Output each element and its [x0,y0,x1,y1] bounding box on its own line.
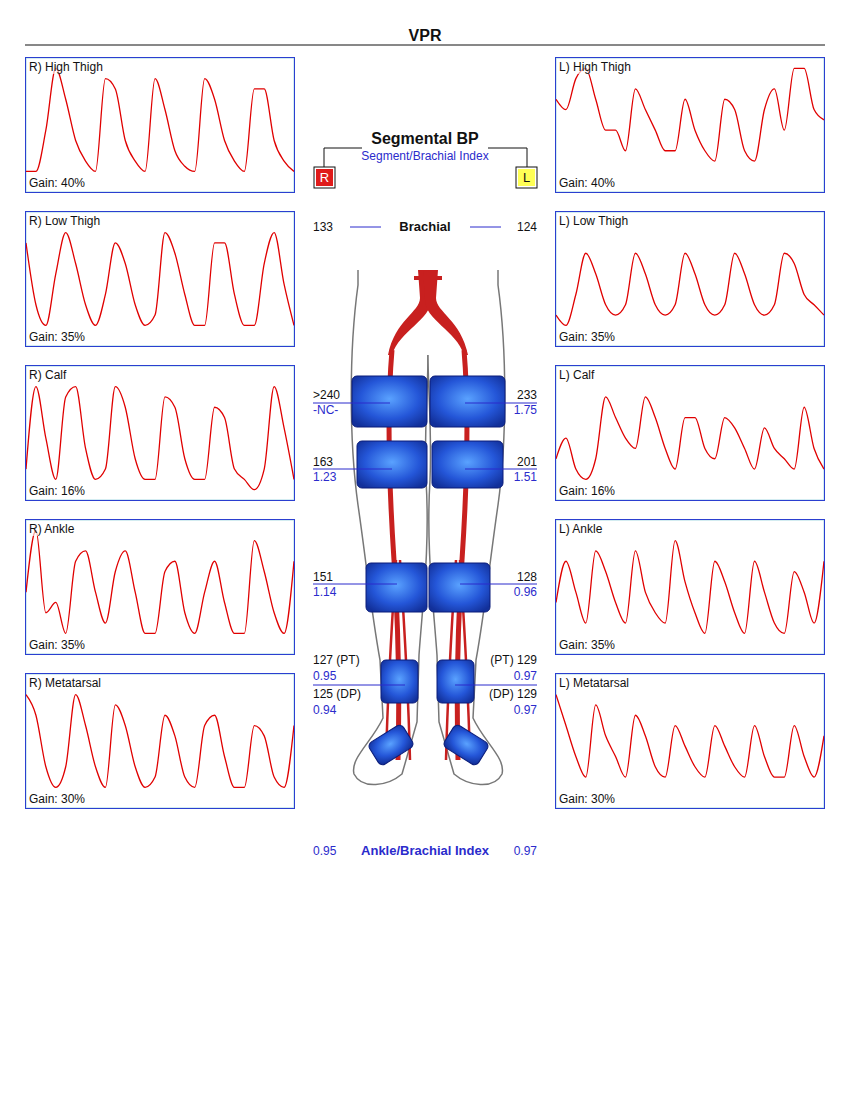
html-text:Gain: 35%: Gain: 35% [559,330,615,344]
svg-text:127 (PT): 127 (PT) [313,653,360,667]
html-text:R) Metatarsal: R) Metatarsal [29,676,101,690]
html-text:L) Low Thigh: L) Low Thigh [559,214,629,228]
svg-text:201: 201 [517,455,537,469]
svg-text:Brachial: Brachial [399,219,450,234]
svg-text:(DP) 129: (DP) 129 [489,687,537,701]
svg-text:Ankle/Brachial Index: Ankle/Brachial Index [361,843,490,858]
html-text:Gain: 16%: Gain: 16% [559,484,615,498]
svg-text:128: 128 [517,570,537,584]
html-text:L) Ankle: L) Ankle [559,522,603,536]
html-text:Gain: 35%: Gain: 35% [29,330,85,344]
svg-text:VPR: VPR [409,27,442,44]
svg-text:151: 151 [313,570,333,584]
html-text:Gain: 35%: Gain: 35% [29,638,85,652]
svg-text:233: 233 [517,388,537,402]
html-text:L) High Thigh: L) High Thigh [559,60,631,74]
svg-text:163: 163 [313,455,333,469]
svg-text:125 (DP): 125 (DP) [313,687,361,701]
html-text:R) Calf: R) Calf [29,368,67,382]
svg-text:1.14: 1.14 [313,585,337,599]
html-text:R) Ankle: R) Ankle [29,522,75,536]
svg-text:0.94: 0.94 [313,703,337,717]
svg-text:R: R [320,170,329,185]
svg-text:133: 133 [313,220,333,234]
svg-text:0.97: 0.97 [514,703,538,717]
html-text:Gain: 30%: Gain: 30% [29,792,85,806]
html-text:L) Metatarsal: L) Metatarsal [559,676,629,690]
svg-text:0.95: 0.95 [313,669,337,683]
svg-text:0.97: 0.97 [514,669,538,683]
html-text:Gain: 16%: Gain: 16% [29,484,85,498]
svg-text:Segment/Brachial Index: Segment/Brachial Index [361,149,488,163]
svg-text:0.96: 0.96 [514,585,538,599]
svg-text:L: L [523,170,530,185]
svg-text:1.51: 1.51 [514,470,538,484]
svg-text:>240: >240 [313,388,340,402]
svg-text:1.75: 1.75 [514,403,538,417]
svg-text:0.95: 0.95 [313,844,337,858]
svg-text:1.23: 1.23 [313,470,337,484]
html-text:Gain: 35%: Gain: 35% [559,638,615,652]
svg-text:124: 124 [517,220,537,234]
svg-text:0.97: 0.97 [514,844,538,858]
svg-text:(PT) 129: (PT) 129 [490,653,537,667]
html-text:Gain: 40%: Gain: 40% [29,176,85,190]
svg-text:Segmental BP: Segmental BP [371,130,479,147]
html-text:L) Calf: L) Calf [559,368,595,382]
html-text:R) High Thigh: R) High Thigh [29,60,103,74]
svg-text:-NC-: -NC- [313,403,338,417]
html-text:Gain: 40%: Gain: 40% [559,176,615,190]
html-text:R) Low Thigh: R) Low Thigh [29,214,101,228]
html-text:Gain: 30%: Gain: 30% [559,792,615,806]
